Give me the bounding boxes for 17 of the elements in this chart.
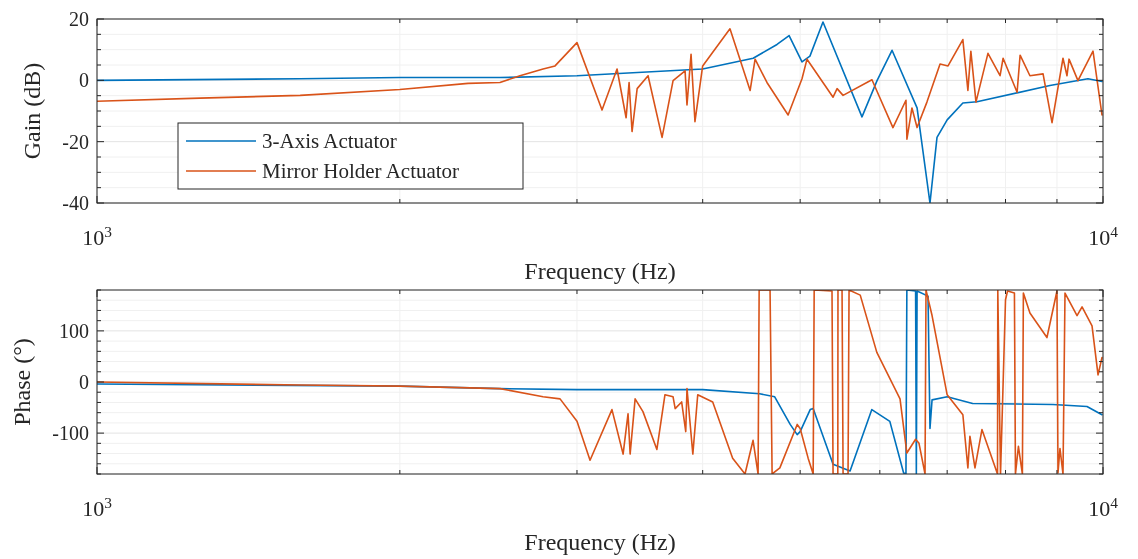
y-tick-label: -40 (62, 192, 89, 214)
y-tick-label: 0 (79, 69, 89, 92)
x-tick-label: 10$^{4}$ (1088, 493, 1119, 521)
x-tick-label: 10$^{4}$ (1088, 222, 1119, 250)
legend-label: Mirror Holder Actuator (262, 159, 460, 183)
x-axis-title: Frequency (Hz) (524, 258, 676, 284)
y-tick-label: 100 (59, 319, 89, 342)
x-tick-label: 10$^{3}$ (82, 493, 113, 521)
x-axis-title: Frequency (Hz) (524, 529, 676, 555)
legend-label: 3-Axis Actuator (262, 129, 397, 153)
y-tick-label: -100 (52, 422, 89, 445)
y-axis-title: Phase (°) (9, 338, 35, 426)
x-tick-label: 10$^{3}$ (82, 222, 113, 250)
y-tick-label: -20 (62, 130, 89, 153)
y-tick-label: 20 (69, 8, 89, 30)
y-tick-label: 0 (79, 371, 89, 393)
y-axis-title: Gain (dB) (19, 62, 45, 160)
